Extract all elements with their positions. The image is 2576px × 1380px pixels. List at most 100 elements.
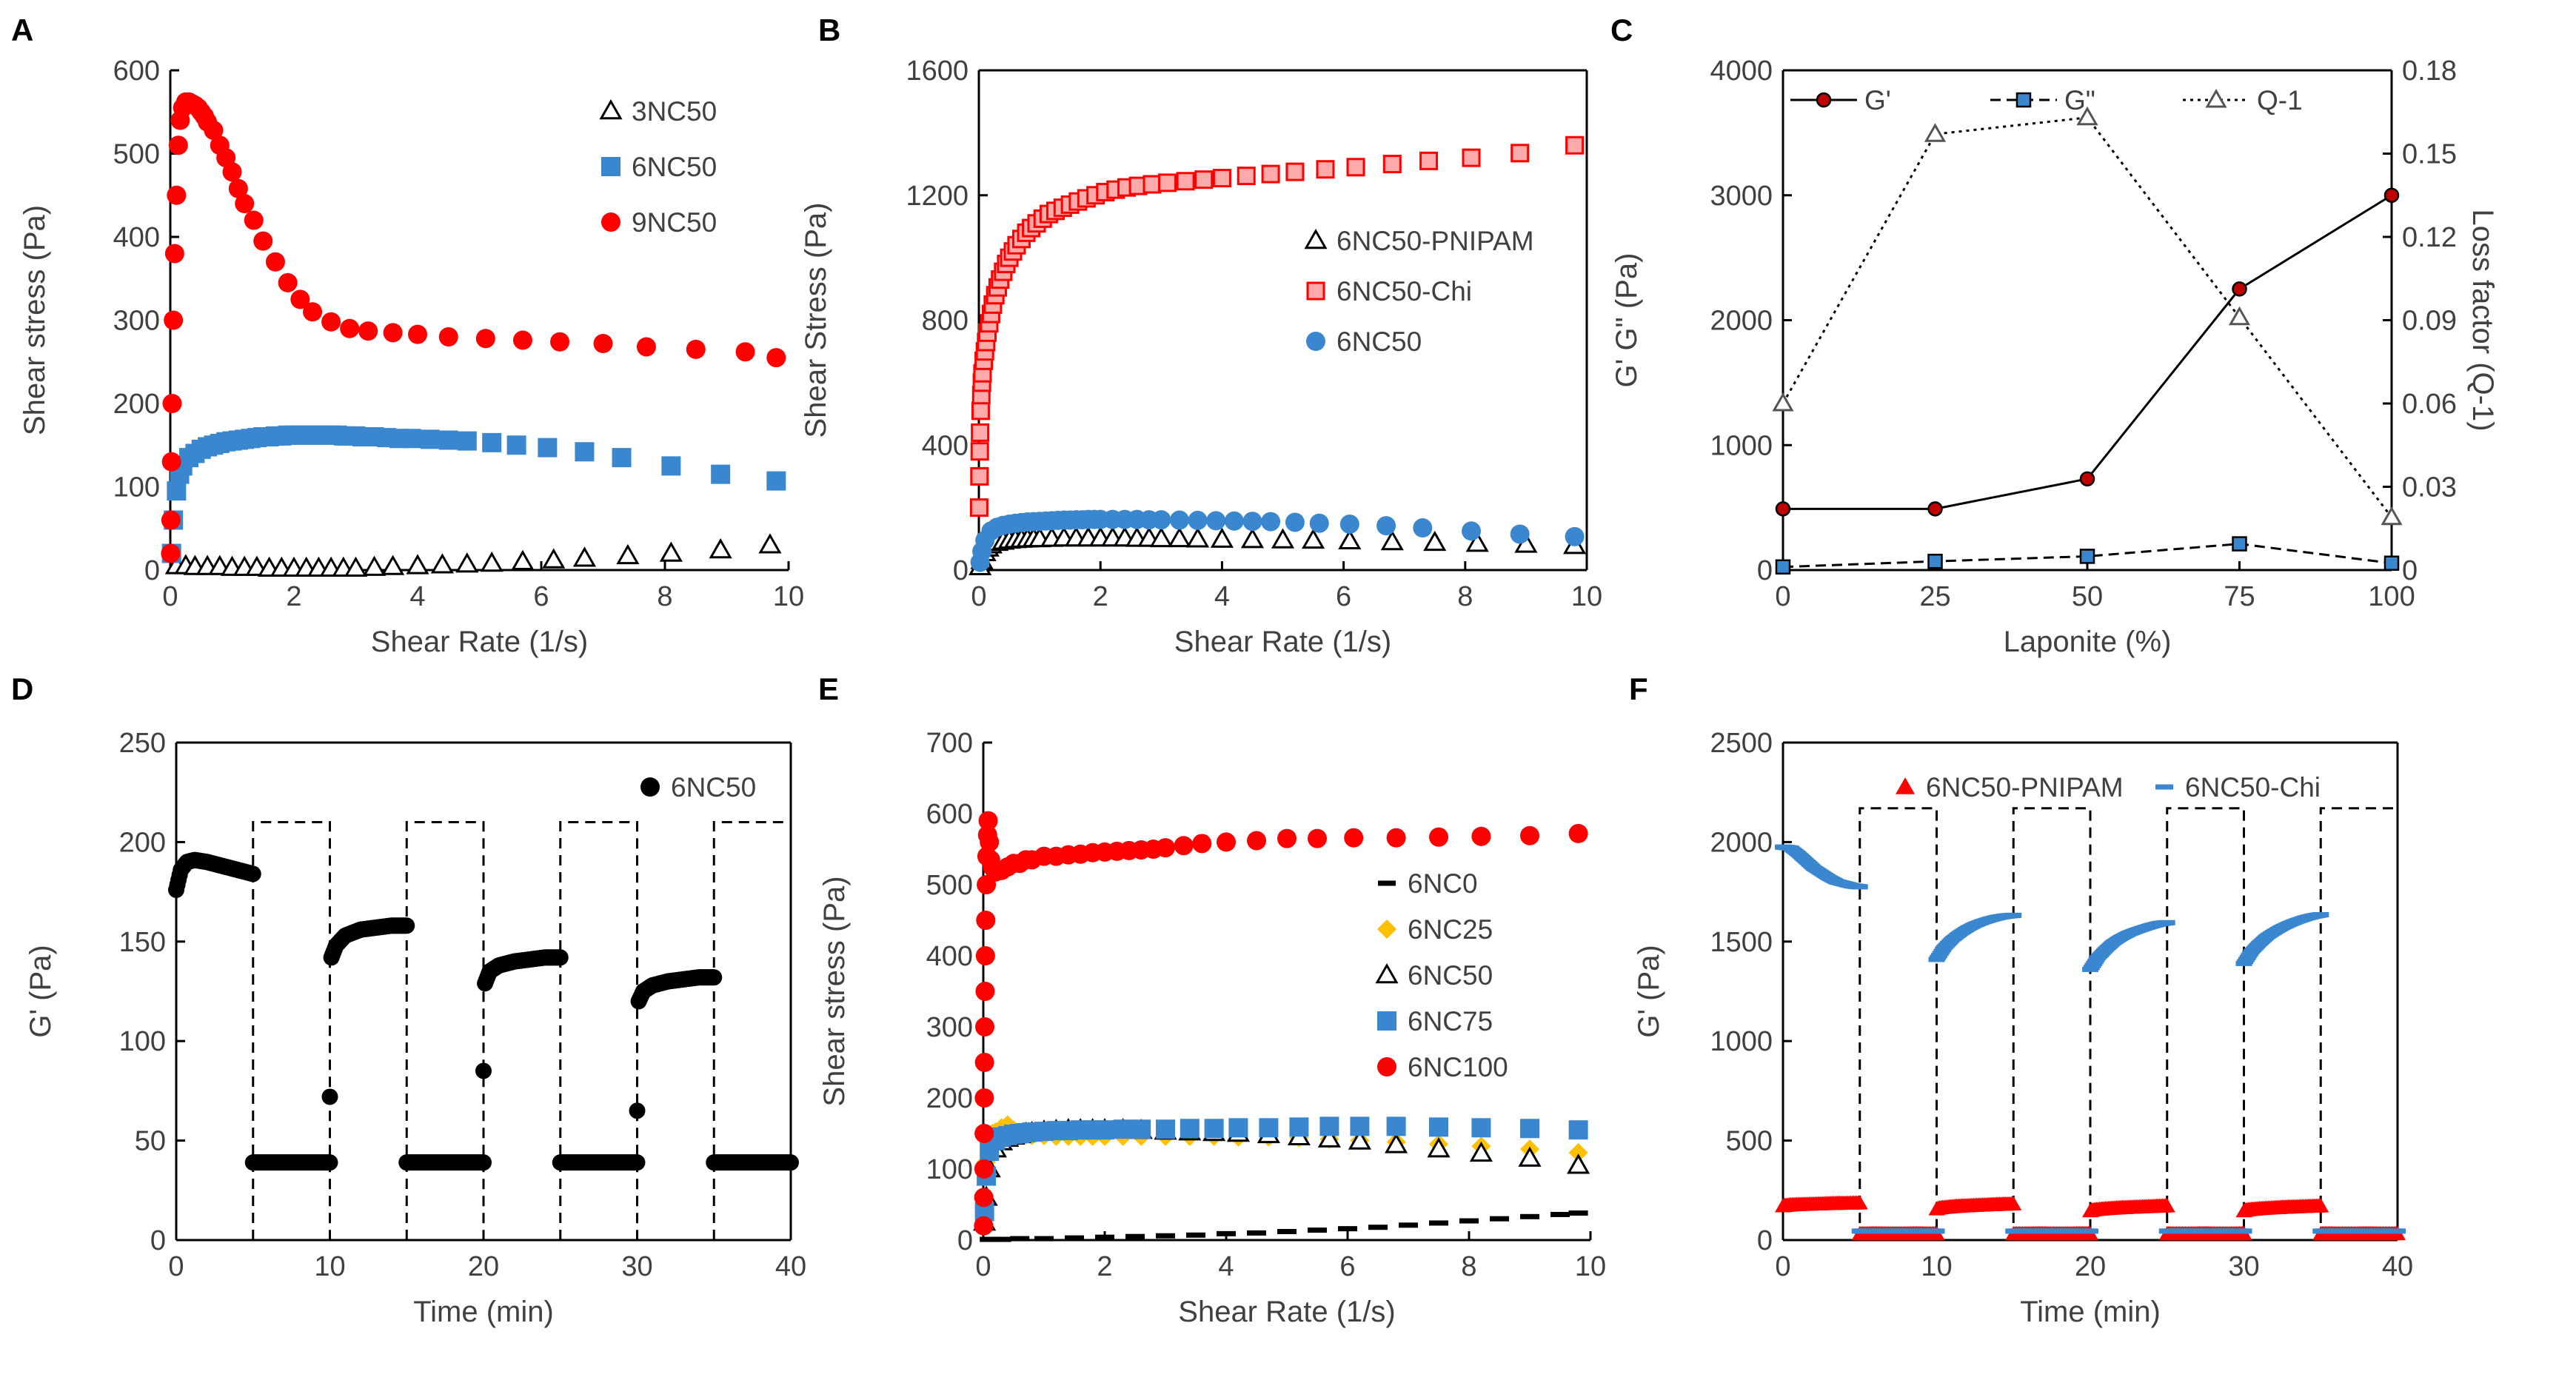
y-axis-label: Shear Stress (Pa)	[800, 203, 832, 438]
data-point	[2076, 106, 2098, 126]
data-point	[162, 394, 182, 413]
y-axis-label: G' (Pa)	[1633, 945, 1665, 1037]
data-point	[253, 231, 273, 251]
data-point	[1471, 826, 1491, 846]
data-point	[1185, 527, 1210, 548]
data-point	[735, 342, 755, 362]
x-axis-label: Shear Rate (1/s)	[1174, 626, 1391, 658]
data-point	[438, 327, 458, 346]
data-point	[1568, 1120, 1588, 1140]
data-point	[1125, 1233, 1145, 1239]
data-point	[1261, 512, 1281, 532]
x-tick-label: 2	[1093, 581, 1108, 612]
data-point	[1775, 501, 1791, 517]
x-axis-label: Time (min)	[413, 1296, 554, 1328]
data-point	[659, 541, 683, 562]
x-tick-label: 0	[162, 581, 178, 612]
step-profile-line	[1859, 807, 2399, 1240]
legend-marker	[1306, 281, 1325, 301]
data-point	[1462, 148, 1481, 167]
data-point	[1186, 1232, 1205, 1238]
data-point	[1217, 832, 1236, 852]
y-tick-label: 600	[113, 56, 160, 87]
legend-label: 6NC50	[1336, 326, 1422, 357]
data-point	[167, 185, 187, 205]
data-point	[321, 1154, 338, 1171]
data-point	[572, 546, 597, 567]
data-point	[686, 339, 706, 359]
data-point	[430, 553, 454, 574]
data-point	[612, 448, 632, 468]
data-point	[265, 252, 285, 272]
series-6nc50	[168, 851, 799, 1171]
legend-label: 6NC25	[1408, 914, 1493, 945]
data-point	[1568, 823, 1588, 843]
x-tick-label: 100	[2368, 581, 2415, 612]
legend-marker	[1377, 1057, 1396, 1076]
data-point	[1247, 831, 1266, 851]
data-point	[1385, 1133, 1408, 1153]
data-point	[1520, 825, 1539, 845]
x-tick-label: 8	[1457, 581, 1473, 612]
legend-label: 6NC50-Chi	[1336, 276, 1472, 307]
data-point	[1210, 527, 1234, 548]
data-point	[2005, 912, 2022, 918]
series-6nc50	[161, 425, 786, 563]
data-point	[1247, 1230, 1266, 1236]
data-point	[1520, 1119, 1539, 1139]
data-point	[974, 1124, 994, 1143]
data-point	[1206, 511, 1226, 531]
data-point	[1419, 151, 1439, 170]
panel-b: B 0 2 4 6 8 10 0 400 800 1200 1600 Shear Rate (1/s) S…	[800, 13, 1602, 658]
x-tick-label: 4	[409, 581, 425, 612]
series-line-g	[1782, 543, 2392, 569]
data-point	[1567, 1153, 1590, 1174]
data-point	[362, 555, 387, 576]
legend-marker	[1896, 777, 1915, 794]
series-6nc50	[970, 509, 1585, 572]
x-tick-label: 4	[1218, 1251, 1234, 1282]
data-point	[506, 435, 526, 455]
data-point	[978, 811, 998, 831]
x-tick-label: 0	[971, 581, 986, 612]
data-point	[1151, 510, 1171, 530]
y-axis-label: Shear stress (Pa)	[818, 876, 851, 1106]
data-point	[1510, 524, 1530, 544]
data-point	[1851, 1195, 1868, 1210]
data-point	[1469, 1141, 1493, 1162]
y-tick-label: 1200	[906, 181, 968, 212]
data-point	[235, 194, 255, 213]
data-point	[1158, 173, 1177, 192]
data-point	[980, 1236, 1000, 1242]
legend-label: Q-1	[2257, 85, 2303, 115]
legend-marker	[1816, 92, 1832, 108]
data-point	[758, 533, 782, 554]
y2-tick-label: 0.18	[2402, 56, 2457, 87]
data-point	[420, 429, 440, 449]
data-point	[2158, 1198, 2175, 1213]
data-point	[1429, 1220, 1448, 1226]
y-tick-label: 0	[957, 1225, 973, 1256]
data-point	[1775, 559, 1791, 575]
data-point	[222, 162, 242, 182]
panel-d: D 0 10 20 30 40 0 50 100 150 200 250 Time (min) G' (P…	[11, 671, 806, 1328]
data-point	[2232, 281, 2247, 297]
legend-label: 6NC75	[1408, 1006, 1493, 1036]
data-point	[552, 949, 569, 966]
x-tick-label: 2	[286, 581, 301, 612]
data-point	[1169, 510, 1189, 530]
y-tick-label: 1600	[906, 56, 968, 87]
data-point	[976, 911, 996, 930]
data-point	[438, 430, 458, 450]
data-point	[1568, 1142, 1588, 1162]
data-point	[1131, 1119, 1151, 1139]
data-point	[511, 549, 535, 570]
data-point	[1423, 530, 1447, 552]
y2-tick-label: 0.06	[2402, 389, 2457, 420]
series-6nc100	[974, 811, 1588, 1236]
data-point	[1317, 1127, 1341, 1148]
y-axis-label: G' G" (Pa)	[1610, 253, 1643, 388]
data-point	[991, 1236, 1011, 1242]
data-point	[1095, 1120, 1114, 1140]
